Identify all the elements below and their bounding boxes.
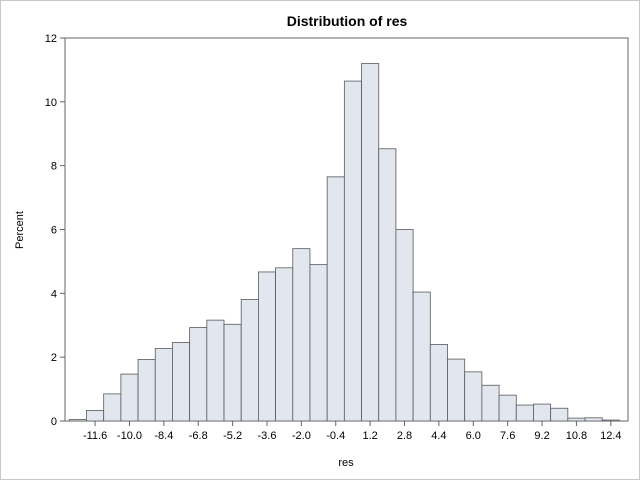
histogram-bar-31 [601, 419, 620, 422]
histogram-bar-25 [498, 394, 517, 422]
histogram-bar-17 [361, 63, 380, 422]
histogram-bar-15 [326, 176, 345, 422]
histogram-bar-7 [189, 327, 208, 422]
x-tick-label: 10.8 [566, 430, 587, 442]
histogram-bar-0 [68, 419, 87, 422]
histogram-bar-3 [120, 373, 139, 422]
y-tick-label: 4 [51, 288, 57, 300]
x-tick-label: -3.6 [258, 430, 277, 442]
x-tick-label: 4.4 [431, 430, 446, 442]
x-tick-label: 12.4 [600, 430, 621, 442]
histogram-bar-21 [429, 343, 448, 422]
histogram-bar-16 [343, 80, 362, 422]
histogram-bar-4 [137, 359, 156, 422]
histogram-bar-24 [481, 384, 500, 422]
histogram-bar-14 [309, 264, 328, 422]
histogram-bar-20 [412, 291, 431, 422]
x-tick-label: 6.0 [466, 430, 481, 442]
x-tick-label: -11.6 [83, 430, 107, 442]
x-tick-label: -0.4 [326, 430, 345, 442]
histogram-bar-9 [223, 323, 242, 422]
x-tick-label: 7.6 [500, 430, 515, 442]
histogram-bar-8 [206, 319, 225, 422]
histogram-bar-18 [378, 148, 397, 422]
x-tick-label: 9.2 [534, 430, 549, 442]
histogram-bar-1 [86, 410, 105, 422]
y-tick-label: 6 [51, 225, 57, 237]
x-axis-title: res [338, 457, 354, 469]
histogram-bar-28 [550, 407, 569, 422]
x-tick-label: -8.4 [154, 430, 173, 442]
chart-title: Distribution of res [287, 13, 408, 29]
histogram-bar-22 [447, 358, 466, 422]
histogram-bar-27 [533, 403, 552, 422]
histogram-bar-29 [567, 417, 586, 422]
y-axis-title: Percent [14, 211, 26, 249]
x-tick-label: -5.2 [223, 430, 242, 442]
histogram-bar-30 [584, 417, 603, 422]
x-tick-label: -10.0 [117, 430, 142, 442]
histogram-bar-2 [103, 393, 122, 422]
y-tick-label: 0 [51, 416, 57, 428]
y-tick-label: 10 [45, 97, 57, 109]
y-tick-label: 2 [51, 352, 57, 364]
histogram-bar-23 [464, 371, 483, 422]
histogram-bar-6 [172, 342, 191, 422]
histogram-bar-19 [395, 229, 414, 422]
histogram-bar-5 [154, 348, 173, 422]
x-tick-label: -2.0 [292, 430, 311, 442]
y-tick-label: 8 [51, 161, 57, 173]
histogram-bar-10 [240, 298, 259, 422]
y-tick-label: 12 [45, 33, 57, 45]
plot-area: 0 2 4 6 8 10 12 -11.6 -10.0 -8.4 -6.8 -5.2 -3.6 -2.0 -… [45, 33, 629, 442]
histogram-bar-12 [275, 267, 294, 422]
histogram-bar-13 [292, 248, 311, 422]
x-tick-label: -6.8 [189, 430, 208, 442]
histogram-bar-11 [257, 271, 276, 422]
x-tick-label: 1.2 [362, 430, 377, 442]
histogram-bar-26 [515, 404, 534, 422]
x-tick-label: 2.8 [397, 430, 412, 442]
